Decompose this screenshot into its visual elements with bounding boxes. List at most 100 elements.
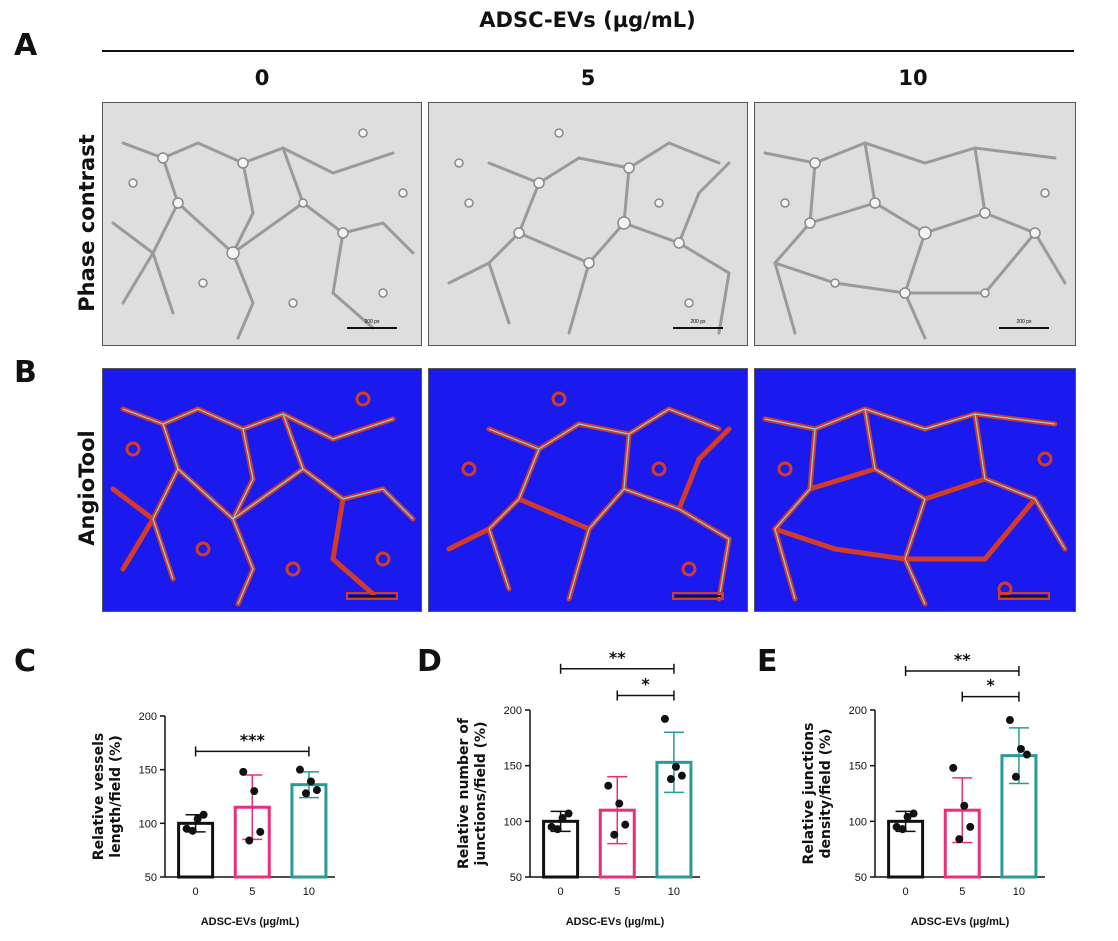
data-point — [301, 789, 310, 798]
data-point — [892, 822, 901, 831]
data-point — [960, 801, 969, 810]
y-tick-label: 100 — [139, 818, 157, 830]
data-point — [312, 786, 321, 795]
data-point — [1005, 716, 1014, 725]
data-point — [295, 765, 304, 774]
data-point — [199, 810, 208, 819]
scale-bar-label: 200 px — [364, 319, 380, 325]
phase-contrast-image-5: 200 px — [428, 102, 748, 346]
data-point — [547, 822, 556, 831]
x-tick-label: 5 — [959, 886, 965, 898]
y-tick-label: 150 — [849, 761, 867, 773]
significance-label: * — [641, 675, 650, 694]
significance-label: ** — [609, 648, 626, 667]
data-point — [245, 836, 254, 845]
panel-letter-c: C — [14, 644, 37, 679]
y-axis-title: Relative junctions — [801, 723, 817, 865]
data-point — [1022, 750, 1031, 759]
header-rule — [102, 50, 1074, 52]
data-point — [677, 771, 686, 780]
data-point — [903, 812, 912, 821]
bar-10 — [290, 783, 328, 879]
x-axis-title: ADSC-EVs (µg/mL) — [566, 916, 665, 928]
data-point — [671, 762, 680, 771]
data-point — [188, 826, 197, 835]
data-point — [306, 777, 315, 786]
data-point — [966, 822, 975, 831]
phase-contrast-image-10: 200 px — [754, 102, 1076, 346]
y-axis-title: Relative number of — [456, 717, 472, 869]
y-axis-title: junctions/field (%) — [473, 722, 489, 867]
data-point — [239, 767, 248, 776]
panel-letter-a: A — [14, 28, 38, 63]
cell-network — [111, 141, 415, 340]
y-tick-label: 100 — [849, 816, 867, 828]
significance-label: *** — [240, 730, 266, 749]
angiotool-image-5 — [428, 368, 748, 612]
y-axis-title: length/field (%) — [108, 735, 124, 857]
x-tick-label: 0 — [903, 886, 909, 898]
data-point — [558, 813, 567, 822]
x-tick-label: 0 — [193, 886, 199, 898]
data-point — [898, 825, 907, 834]
scale-bar — [999, 327, 1049, 329]
angiotool-image-10 — [754, 368, 1076, 612]
y-tick-label: 150 — [504, 761, 522, 773]
scale-bar — [346, 592, 398, 600]
data-point — [949, 763, 958, 772]
scale-bar-label: 200 px — [1016, 319, 1032, 325]
y-tick-label: 200 — [504, 705, 522, 717]
y-tick-label: 200 — [139, 711, 157, 723]
y-tick-label: 200 — [849, 705, 867, 717]
y-tick-label: 50 — [145, 872, 157, 884]
scale-bar — [672, 592, 724, 600]
figure-header-title: ADSC-EVs (µg/mL) — [479, 8, 696, 32]
scale-bar — [998, 592, 1050, 600]
data-point — [604, 781, 613, 790]
y-axis-title: Relative vessels — [91, 733, 107, 860]
data-point — [909, 809, 918, 818]
scale-bar — [673, 327, 723, 329]
y-tick-label: 50 — [510, 872, 522, 884]
x-tick-label: 5 — [614, 886, 620, 898]
data-point — [553, 825, 562, 834]
panel-letter-e: E — [757, 644, 778, 679]
column-label-5: 5 — [580, 66, 596, 90]
data-point — [610, 830, 619, 839]
y-tick-label: 100 — [504, 816, 522, 828]
column-label-10: 10 — [898, 66, 928, 90]
phase-contrast-image-0: 200 px — [102, 102, 422, 346]
x-tick-label: 10 — [303, 886, 315, 898]
data-point — [256, 827, 265, 836]
x-axis-title: ADSC-EVs (µg/mL) — [911, 916, 1010, 928]
data-point — [1011, 772, 1020, 781]
data-point — [660, 714, 669, 723]
scale-bar — [347, 327, 397, 329]
panel-letter-b: B — [14, 355, 37, 390]
x-tick-label: 0 — [558, 886, 564, 898]
data-point — [666, 775, 675, 784]
data-point — [615, 799, 624, 808]
x-tick-label: 10 — [668, 886, 680, 898]
column-label-0: 0 — [254, 66, 270, 90]
row-label-phase-contrast: Phase contrast — [75, 134, 99, 312]
angiotool-image-0 — [102, 368, 422, 612]
data-point — [250, 787, 259, 796]
scale-bar-label: 200 px — [690, 319, 706, 325]
row-label-angiotool: AngioTool — [75, 430, 99, 546]
data-point — [1016, 744, 1025, 753]
x-axis-title: ADSC-EVs (µg/mL) — [201, 916, 300, 928]
panel-letter-d: D — [417, 644, 442, 679]
y-tick-label: 50 — [855, 872, 867, 884]
x-tick-label: 10 — [1013, 886, 1025, 898]
data-point — [193, 815, 202, 824]
data-point — [955, 835, 964, 844]
y-tick-label: 150 — [139, 765, 157, 777]
significance-label: * — [986, 676, 995, 695]
x-tick-label: 5 — [249, 886, 255, 898]
significance-label: ** — [954, 650, 971, 669]
data-point — [621, 820, 630, 829]
